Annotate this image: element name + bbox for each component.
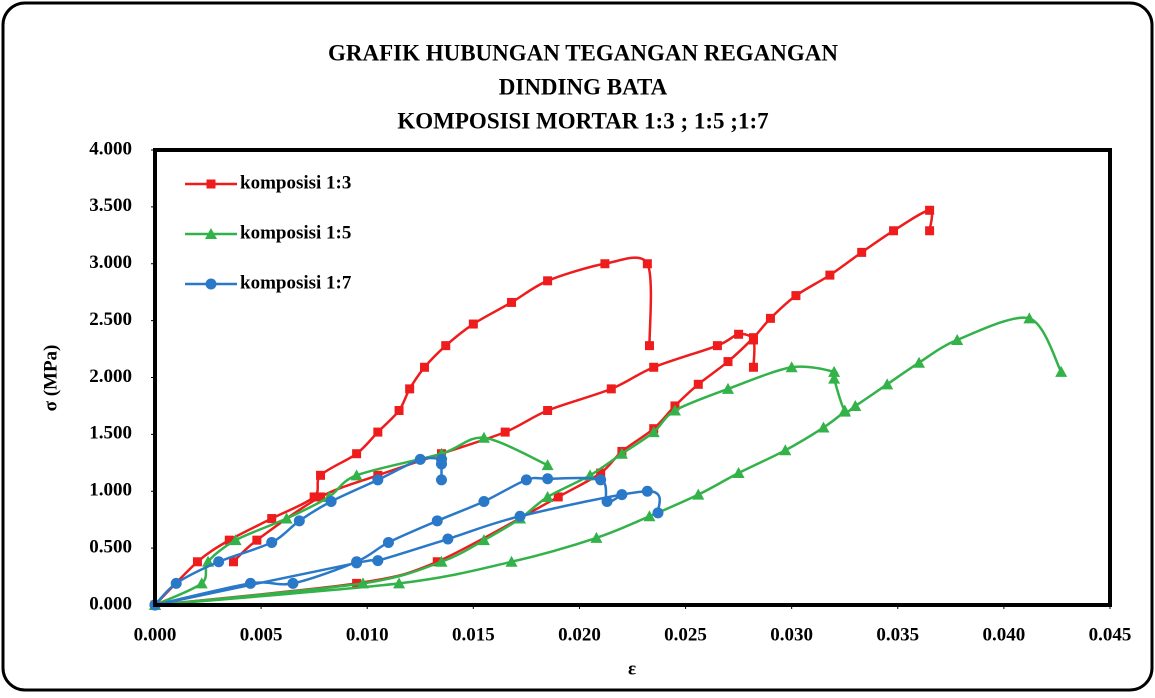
marker bbox=[372, 474, 383, 485]
legend-marker bbox=[207, 180, 216, 189]
marker bbox=[213, 556, 224, 567]
y-tick-label: 0.500 bbox=[89, 536, 132, 557]
marker bbox=[616, 489, 627, 500]
y-tick-label: 1.000 bbox=[89, 480, 132, 501]
marker bbox=[694, 380, 703, 389]
legend-label: komposisi 1:5 bbox=[240, 222, 351, 243]
marker bbox=[171, 578, 182, 589]
marker bbox=[316, 471, 325, 480]
y-tick-label: 3.000 bbox=[89, 252, 132, 273]
marker bbox=[501, 428, 510, 437]
marker bbox=[543, 406, 552, 415]
marker bbox=[649, 363, 658, 372]
x-tick-label: 0.005 bbox=[240, 624, 283, 645]
x-tick-label: 0.045 bbox=[1089, 624, 1132, 645]
marker bbox=[825, 271, 834, 280]
chart-title: DINDING BATA bbox=[499, 74, 668, 99]
y-tick-label: 3.500 bbox=[89, 195, 132, 216]
marker bbox=[542, 473, 553, 484]
marker bbox=[383, 537, 394, 548]
marker bbox=[724, 357, 733, 366]
marker bbox=[441, 341, 450, 350]
marker bbox=[643, 259, 652, 268]
chart: GRAFIK HUBUNGAN TEGANGAN REGANGAN DINDING… bbox=[0, 0, 1155, 693]
marker bbox=[294, 515, 305, 526]
legend-marker bbox=[206, 279, 217, 290]
marker bbox=[245, 578, 256, 589]
marker bbox=[420, 363, 429, 372]
marker bbox=[478, 496, 489, 507]
marker bbox=[857, 248, 866, 257]
marker bbox=[193, 557, 202, 566]
marker bbox=[652, 507, 663, 518]
marker bbox=[287, 578, 298, 589]
marker bbox=[436, 474, 447, 485]
y-tick-label: 2.000 bbox=[89, 366, 132, 387]
marker bbox=[442, 534, 453, 545]
marker bbox=[766, 314, 775, 323]
marker bbox=[507, 298, 516, 307]
marker bbox=[372, 555, 383, 566]
marker bbox=[602, 496, 613, 507]
marker bbox=[326, 496, 337, 507]
marker bbox=[713, 341, 722, 350]
marker bbox=[925, 226, 934, 235]
marker bbox=[925, 206, 934, 215]
marker bbox=[436, 458, 447, 469]
marker bbox=[432, 515, 443, 526]
marker bbox=[749, 363, 758, 372]
marker bbox=[600, 259, 609, 268]
marker bbox=[595, 474, 606, 485]
y-tick-label: 0.000 bbox=[89, 593, 132, 614]
y-tick-label: 2.500 bbox=[89, 309, 132, 330]
x-tick-label: 0.020 bbox=[558, 624, 601, 645]
marker bbox=[352, 449, 361, 458]
marker bbox=[266, 537, 277, 548]
x-tick-label: 0.015 bbox=[452, 624, 495, 645]
y-tick-label: 1.500 bbox=[89, 423, 132, 444]
x-tick-label: 0.035 bbox=[876, 624, 919, 645]
x-tick-label: 0.030 bbox=[770, 624, 813, 645]
marker bbox=[395, 406, 404, 415]
marker bbox=[543, 276, 552, 285]
marker bbox=[642, 486, 653, 497]
marker bbox=[607, 384, 616, 393]
marker bbox=[373, 428, 382, 437]
marker bbox=[267, 514, 276, 523]
legend-label: komposisi 1:7 bbox=[240, 272, 352, 293]
marker bbox=[515, 511, 526, 522]
marker bbox=[889, 226, 898, 235]
x-tick-label: 0.040 bbox=[983, 624, 1026, 645]
marker bbox=[351, 557, 362, 568]
x-axis-label: ε bbox=[628, 658, 636, 679]
chart-title: GRAFIK HUBUNGAN TEGANGAN REGANGAN bbox=[328, 40, 838, 65]
marker bbox=[415, 454, 426, 465]
marker bbox=[521, 474, 532, 485]
y-tick-label: 4.000 bbox=[89, 138, 132, 159]
x-tick-label: 0.010 bbox=[346, 624, 389, 645]
marker bbox=[252, 536, 261, 545]
y-axis-label: σ (MPa) bbox=[40, 345, 61, 412]
marker bbox=[791, 291, 800, 300]
chart-title: KOMPOSISI MORTAR 1:3 ; 1:5 ;1:7 bbox=[397, 108, 768, 133]
x-tick-label: 0.000 bbox=[134, 624, 177, 645]
marker bbox=[749, 333, 758, 342]
marker bbox=[734, 330, 743, 339]
legend-label: komposisi 1:3 bbox=[240, 172, 351, 193]
x-tick-label: 0.025 bbox=[664, 624, 707, 645]
marker bbox=[469, 320, 478, 329]
marker bbox=[645, 341, 654, 350]
marker bbox=[405, 384, 414, 393]
